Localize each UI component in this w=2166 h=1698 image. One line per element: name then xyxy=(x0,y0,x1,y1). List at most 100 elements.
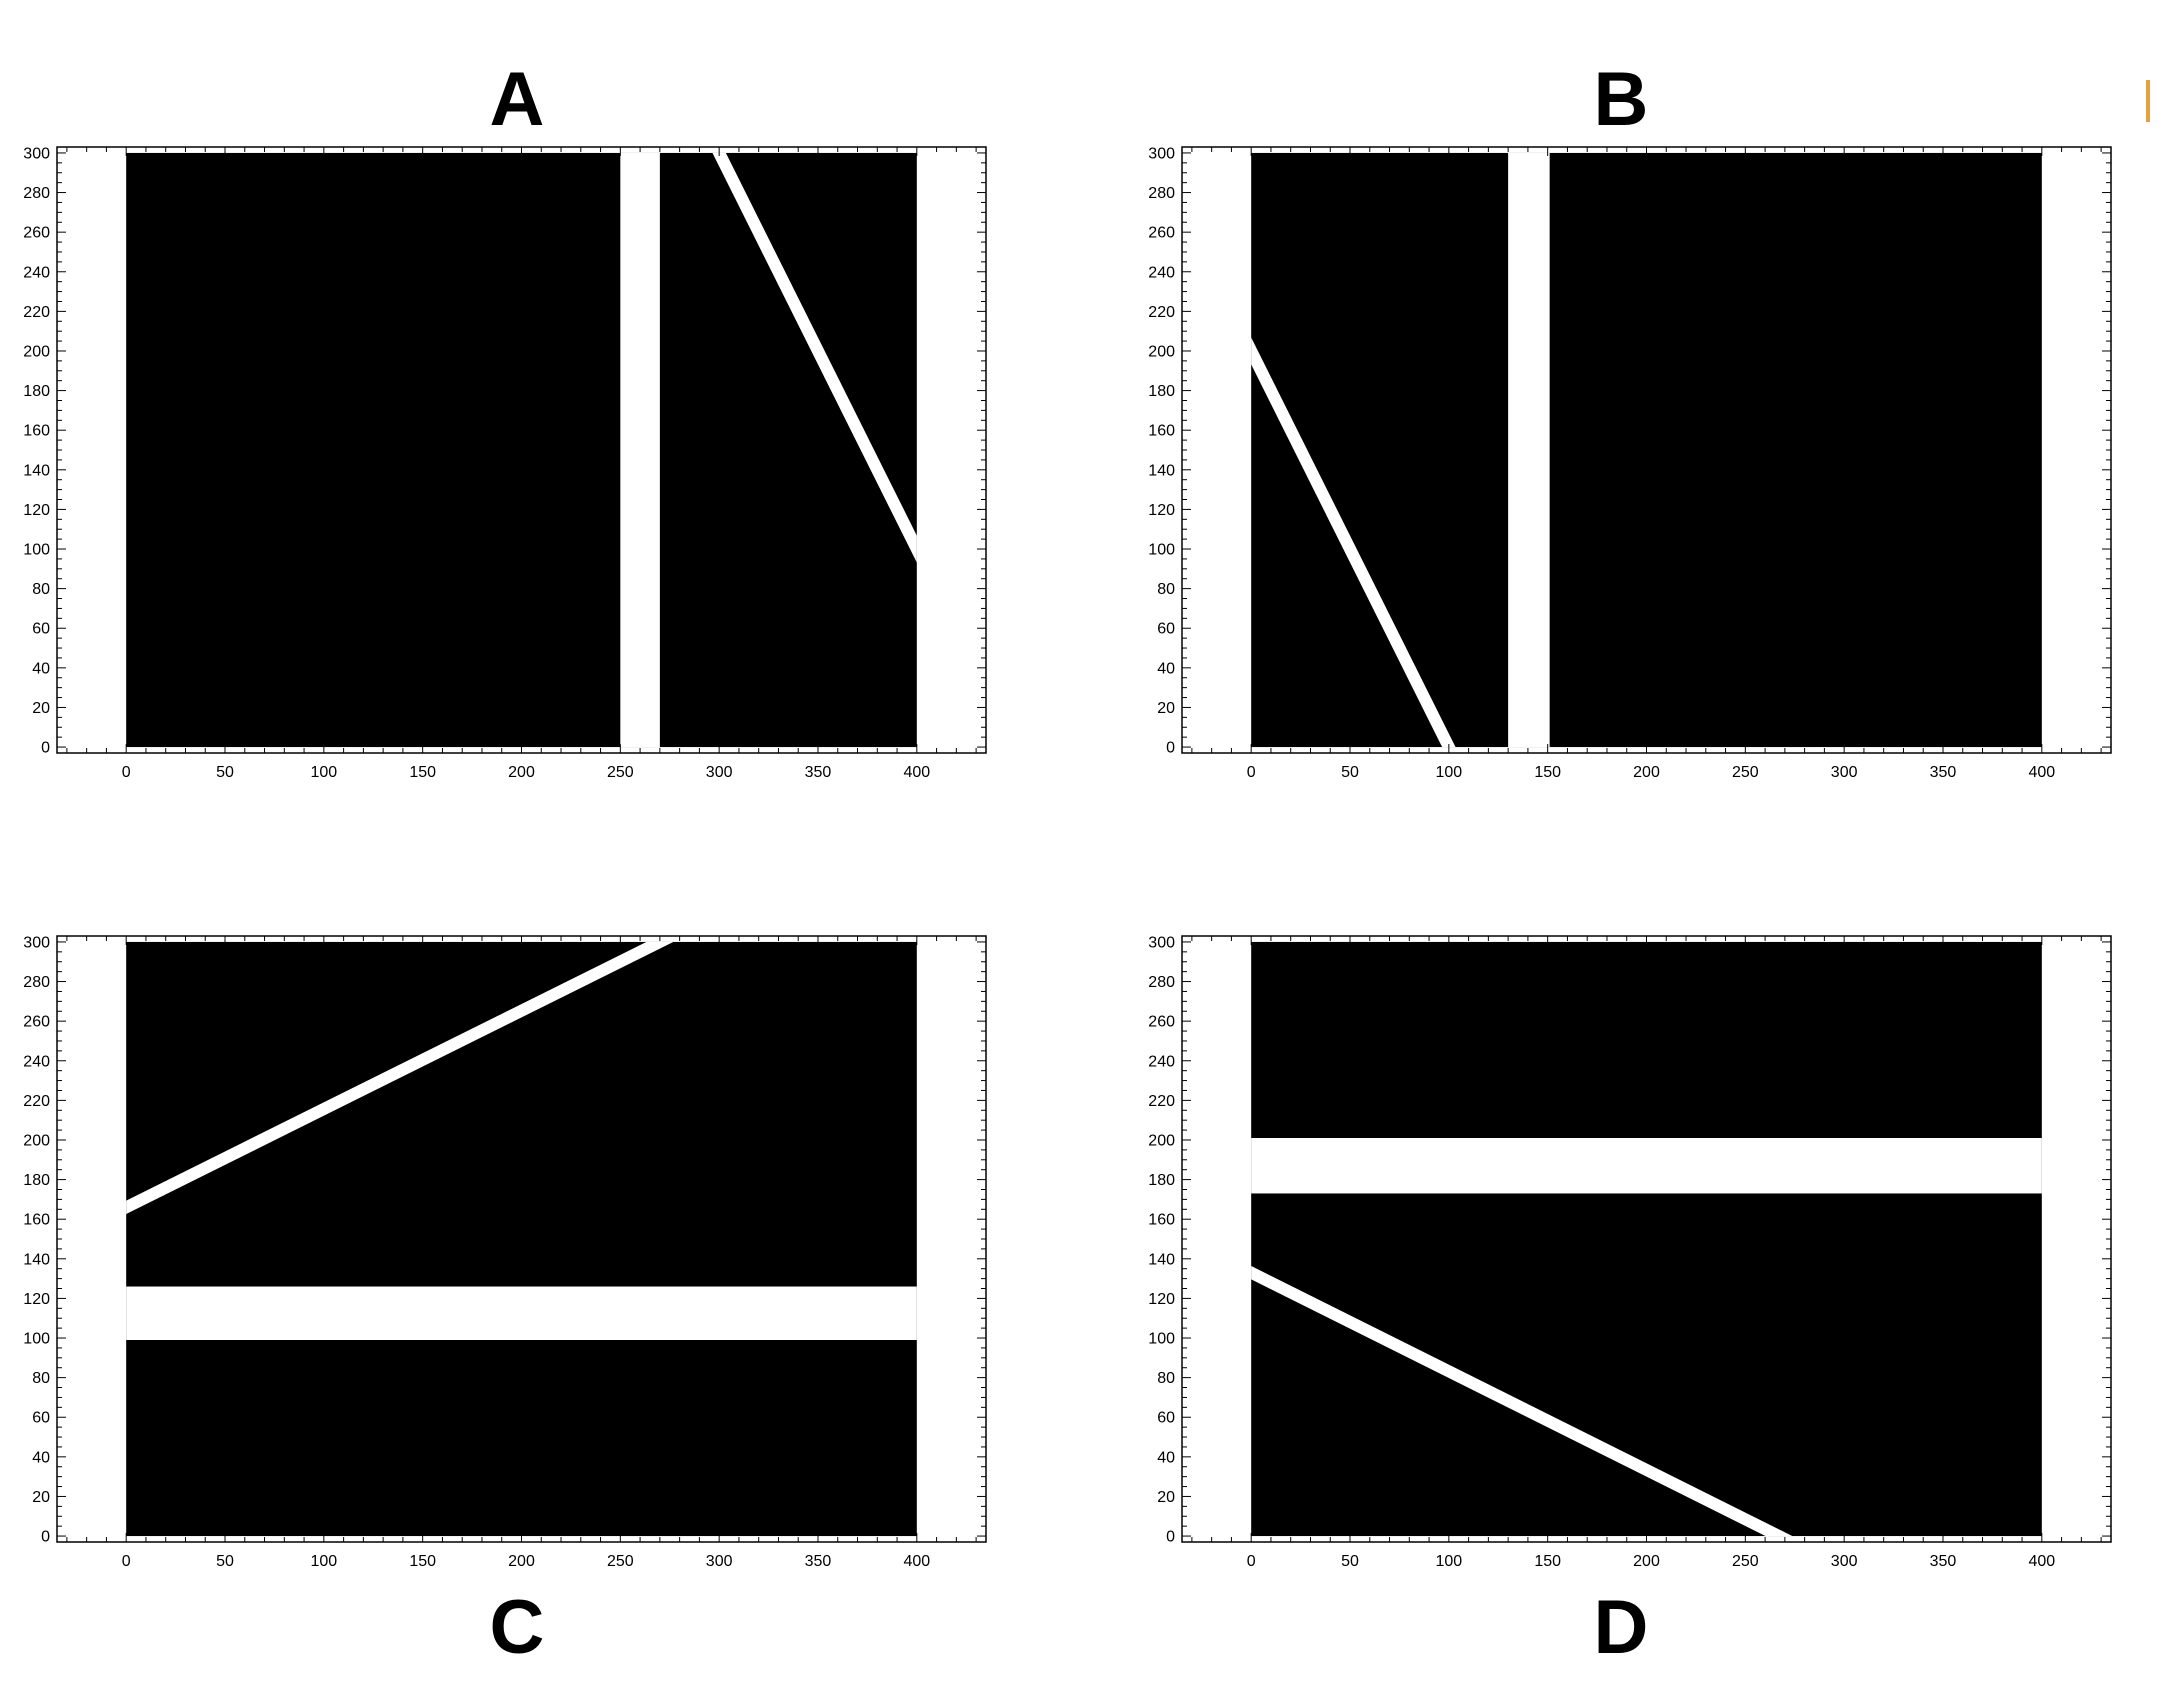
y-tick-label: 100 xyxy=(1148,542,1175,559)
y-tick-label: 240 xyxy=(23,264,50,281)
panel-c: 0 50 100 150 200 250 300 350 400 0 20 40 60 80 100 120 1… xyxy=(23,902,986,1570)
y-tick-label: 80 xyxy=(1157,1370,1175,1387)
x-tick-label: 0 xyxy=(122,764,131,781)
y-tick-label: 220 xyxy=(1148,304,1175,321)
y-tick-label: 280 xyxy=(23,974,50,991)
y-tick-label: 140 xyxy=(1148,1251,1175,1268)
y-tick-label: 280 xyxy=(1148,974,1175,991)
x-tick-label: 250 xyxy=(1732,764,1759,781)
x-tick-label: 100 xyxy=(310,1553,337,1570)
y-tick-label: 140 xyxy=(1148,462,1175,479)
black-region xyxy=(1251,942,2042,1536)
y-tick-label: 260 xyxy=(23,1014,50,1031)
y-tick-label: 20 xyxy=(32,1489,50,1506)
x-tick-label: 50 xyxy=(1341,1553,1359,1570)
panel-d: 0 50 100 150 200 250 300 350 4000204060801001201… xyxy=(1148,934,2111,1575)
black-region xyxy=(126,942,917,1536)
x-tick-label: 300 xyxy=(706,764,733,781)
y-tick-label: 200 xyxy=(1148,343,1175,360)
y-tick-label: 120 xyxy=(23,502,50,519)
y-tick-label: 180 xyxy=(23,383,50,400)
x-tick-label: 400 xyxy=(903,764,930,781)
y-tick-label: 160 xyxy=(23,423,50,440)
x-tick-label: 200 xyxy=(1633,764,1660,781)
y-tick-label: 220 xyxy=(1148,1093,1175,1110)
horizontal-gap xyxy=(1249,1138,2044,1193)
x-tick-label: 50 xyxy=(216,764,234,781)
y-tick-label: 240 xyxy=(1148,264,1175,281)
y-tick-label: 80 xyxy=(32,581,50,598)
y-tick-label: 60 xyxy=(1157,621,1175,638)
horizontal-gap xyxy=(124,1287,919,1340)
x-tick-label: 250 xyxy=(1732,1553,1759,1570)
x-tick-label: 300 xyxy=(1831,764,1858,781)
y-tick-label: 0 xyxy=(41,1529,50,1546)
vertical-gap xyxy=(1508,151,1550,749)
y-tick-label: 160 xyxy=(1148,1212,1175,1229)
y-tick-label: 0 xyxy=(1166,740,1175,757)
y-tick-label: 100 xyxy=(1148,1331,1175,1348)
y-tick-label: 20 xyxy=(1157,700,1175,717)
x-tick-label: 150 xyxy=(1534,764,1561,781)
y-tick-label: 120 xyxy=(1148,1291,1175,1308)
x-tick-label: 150 xyxy=(409,1553,436,1570)
y-tick-label: 220 xyxy=(23,304,50,321)
x-tick-label: 0 xyxy=(1247,764,1256,781)
x-tick-label: 350 xyxy=(805,1553,832,1570)
y-tick-label: 120 xyxy=(1148,502,1175,519)
y-tick-label: 0 xyxy=(41,740,50,757)
y-tick-label: 200 xyxy=(23,1132,50,1149)
y-tick-label: 260 xyxy=(1148,1014,1175,1031)
x-tick-label: 200 xyxy=(508,764,535,781)
y-tick-label: 140 xyxy=(23,462,50,479)
y-tick-label: 0 xyxy=(1166,1529,1175,1546)
y-tick-label: 40 xyxy=(1157,660,1175,677)
panel-a: 0 50 100 150 200 250 300 350 400 0 20 40 60 80 100 120 1… xyxy=(23,94,986,781)
x-tick-label: 400 xyxy=(2028,764,2055,781)
y-tick-label: 60 xyxy=(32,621,50,638)
y-tick-label: 180 xyxy=(1148,383,1175,400)
x-tick-label: 0 xyxy=(1247,1553,1256,1570)
y-tick-label: 60 xyxy=(32,1410,50,1427)
y-tick-label: 280 xyxy=(23,185,50,202)
y-tick-label: 200 xyxy=(1148,1132,1175,1149)
y-tick-label: 180 xyxy=(23,1172,50,1189)
x-tick-label: 200 xyxy=(508,1553,535,1570)
x-tick-label: 0 xyxy=(122,1553,131,1570)
x-tick-label: 50 xyxy=(216,1553,234,1570)
y-tick-label: 80 xyxy=(1157,581,1175,598)
y-tick-label: 220 xyxy=(23,1093,50,1110)
y-tick-label: 260 xyxy=(1148,225,1175,242)
y-tick-label: 240 xyxy=(1148,1053,1175,1070)
x-tick-label: 300 xyxy=(1831,1553,1858,1570)
y-tick-label: 180 xyxy=(1148,1172,1175,1189)
y-tick-label: 120 xyxy=(23,1291,50,1308)
x-tick-label: 250 xyxy=(607,1553,634,1570)
x-tick-label: 250 xyxy=(607,764,634,781)
x-tick-label: 200 xyxy=(1633,1553,1660,1570)
x-tick-label: 400 xyxy=(2028,1553,2055,1570)
y-tick-label: 100 xyxy=(23,1331,50,1348)
y-tick-label: 300 xyxy=(1148,145,1175,162)
y-tick-label: 40 xyxy=(1157,1449,1175,1466)
y-tick-label: 20 xyxy=(1157,1489,1175,1506)
y-tick-label: 300 xyxy=(1148,934,1175,951)
x-tick-label: 300 xyxy=(706,1553,733,1570)
y-tick-label: 140 xyxy=(23,1251,50,1268)
y-tick-label: 40 xyxy=(32,660,50,677)
y-tick-label: 60 xyxy=(1157,1410,1175,1427)
x-tick-label: 100 xyxy=(310,764,337,781)
y-tick-label: 280 xyxy=(1148,185,1175,202)
x-tick-label: 350 xyxy=(1930,1553,1957,1570)
y-tick-label: 260 xyxy=(23,225,50,242)
vertical-gap xyxy=(620,151,660,749)
y-tick-label: 160 xyxy=(23,1212,50,1229)
x-tick-label: 100 xyxy=(1435,764,1462,781)
x-tick-label: 350 xyxy=(805,764,832,781)
y-tick-label: 80 xyxy=(32,1370,50,1387)
y-tick-label: 200 xyxy=(23,343,50,360)
x-tick-label: 350 xyxy=(1930,764,1957,781)
y-tick-label: 300 xyxy=(23,145,50,162)
y-tick-label: 160 xyxy=(1148,423,1175,440)
